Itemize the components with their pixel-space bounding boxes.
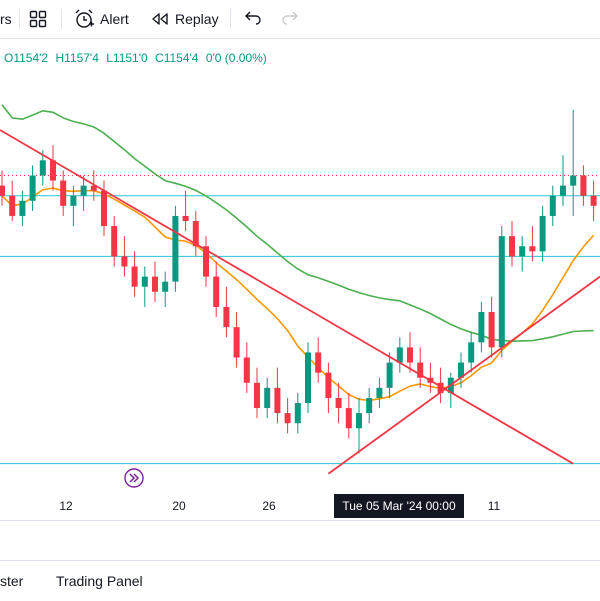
candle-body [519,246,526,257]
ohlc-close: C1154'4 [155,51,199,65]
candle-body [590,195,597,206]
candle-body [549,195,556,216]
rewind-icon [152,13,168,25]
candle-body [90,185,97,191]
candle-body [203,246,209,277]
indicators-button-fragment[interactable]: rs [0,0,12,38]
redo-icon [282,11,298,25]
x-axis-tick: 26 [262,499,276,513]
candle-body [580,175,587,196]
candle-body [488,312,495,348]
double-chevron-right-icon [124,468,144,488]
x-axis-tick: 20 [172,499,186,513]
candle-body [19,200,26,216]
candle-body [9,195,16,216]
candle-body [478,312,485,343]
candle-body [274,387,281,414]
ohlc-legend: O1154'2 H1157'4 L1151'0 C1154'4 0'0 (0.0… [4,51,271,65]
candle-body [386,362,393,388]
candle-body [141,276,148,287]
go-to-realtime-button[interactable] [124,468,144,488]
candle-body [407,347,413,363]
candle-body [305,352,311,403]
crosshair-date-label: Tue 05 Mar '24 00:00 [334,494,464,518]
moving-average-fast-line [1,187,595,402]
x-axis-tick: 11 [487,499,501,513]
candle-body [345,408,352,429]
candle-body [437,382,444,393]
candle-body [101,190,107,227]
x-axis-tick: 12 [59,499,73,513]
candle-body [29,175,36,201]
candle-body [498,236,505,348]
candle-body [223,306,230,328]
uptrend-line [327,275,600,475]
candle-body [396,347,403,363]
candle-body [50,160,56,181]
price-chart[interactable] [0,39,600,494]
candle-body [468,342,475,363]
ohlc-high: H1157'4 [55,51,99,65]
candle-body [152,276,158,292]
bottom-panel-bar: ster Trading Panel [0,560,600,601]
ohlc-open: O1154'2 [4,51,49,65]
candle-body [284,413,291,424]
candle-body [417,362,424,378]
downtrend-line [0,129,574,465]
time-axis-border [0,520,600,521]
candle-body [570,175,577,186]
candle-body [560,185,566,196]
candle-body [131,266,138,287]
candle-body [39,160,46,176]
layout-grid-button[interactable] [29,0,47,38]
candle-body [335,397,342,409]
tab-strategy-tester[interactable]: ster [0,573,24,589]
undo-button[interactable] [244,0,262,38]
indicators-label: rs [0,11,12,27]
top-toolbar: rs Alert Replay [0,0,600,39]
redo-button[interactable] [281,0,299,38]
candle-body [172,215,179,282]
candle-body [0,185,5,196]
alert-label: Alert [100,11,129,27]
candle-body [315,352,322,373]
undo-icon [245,11,261,25]
candle-body [356,413,362,429]
moving-average-slow-line [1,104,594,343]
candle-body [376,387,383,398]
candle-body [529,246,536,252]
ohlc-change: 0'0 (0.00%) [205,51,267,65]
candle-body [162,281,169,292]
grid-layout-icon [29,10,47,28]
candle-body [111,226,118,257]
candle-body [366,397,373,414]
toolbar-divider [19,9,20,29]
candle-body [509,236,515,257]
alarm-clock-icon [75,9,94,28]
candle-body [254,382,260,409]
candle-body [243,357,250,383]
toolbar-divider [230,9,231,29]
candle-body [60,180,67,206]
alert-button[interactable]: Alert [73,0,129,38]
candle-body [539,215,546,252]
candle-body [264,387,271,409]
candle-body [458,362,464,378]
candle-body [325,372,332,398]
candle-body [233,327,240,358]
candle-body [70,195,77,206]
candle-body [192,221,199,247]
ohlc-low: L1151'0 [106,51,148,65]
replay-button[interactable]: Replay [151,0,219,38]
toolbar-divider [61,9,62,29]
candle-body [294,403,301,424]
candle-body [121,256,128,267]
tab-trading-panel[interactable]: Trading Panel [56,573,143,589]
candle-body [182,215,189,221]
candle-body [80,185,87,196]
replay-label: Replay [175,11,219,27]
candle-body [213,276,220,307]
